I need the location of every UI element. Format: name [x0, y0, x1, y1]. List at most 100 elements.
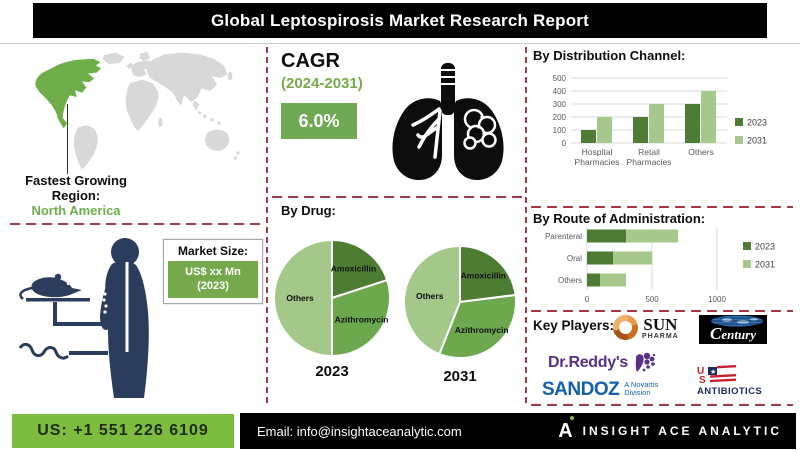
divider-right-3	[531, 404, 793, 406]
rat-body	[31, 277, 82, 298]
market-size-box: Market Size: US$ xx Mn (2023)	[163, 239, 263, 304]
logo-dr-reddys: Dr.Reddy's	[548, 351, 657, 375]
svg-text:S: S	[699, 375, 706, 385]
pie-slice-azithromycin-2031	[438, 293, 517, 359]
legend-label-2023: 2023	[747, 118, 767, 128]
dr-reddys-name: Dr.Reddy's	[548, 354, 628, 371]
bronchi	[411, 107, 442, 159]
x-category-label: Pharmacies	[627, 157, 672, 167]
report-title-bar: Global Leptospirosis Market Research Rep…	[33, 3, 767, 38]
sandoz-sub2: Division	[624, 388, 651, 398]
rat-ear	[54, 273, 62, 281]
brand-a-icon: A	[558, 416, 574, 441]
svg-text:★: ★	[710, 368, 716, 376]
y-category-label: Parenteral	[545, 232, 582, 241]
pie-chart-2023: Amoxicillin Azithromycin Others	[273, 239, 391, 357]
by-drug-title: By Drug:	[281, 203, 336, 218]
fastest-growing-region: Fastest Growing Region: North America	[6, 173, 146, 219]
phone-box: US: +1 551 226 6109	[12, 414, 234, 448]
email-address: Email: info@insightaceanalytic.com	[257, 423, 462, 439]
market-size-value-box: US$ xx Mn (2023)	[168, 261, 258, 298]
pie-slice-others-2031	[403, 245, 461, 356]
divider-left-col	[10, 223, 263, 225]
y-tick-label: 300	[553, 100, 567, 109]
us-antibiotics-flag-icon: U S ★	[697, 365, 736, 385]
brand-name: INSIGHT ACE ANALYTIC	[582, 424, 782, 438]
divider-mid-col	[272, 196, 522, 198]
legend-swatch-2031	[735, 136, 743, 144]
pie-label-others: Others	[416, 291, 444, 301]
x-tick-label: 500	[645, 295, 659, 304]
dr-reddys-heart-icon	[635, 352, 656, 372]
pie-label-amoxicillin: Amoxicillin	[331, 263, 376, 273]
header-divider	[0, 43, 800, 44]
legend-label-2023: 2023	[755, 242, 775, 252]
pie-label-amoxicillin: Amoxicillin	[461, 271, 506, 281]
footer-bar: Email: info@insightaceanalytic.com A INS…	[240, 413, 796, 449]
sun-pharma-name: SUN	[643, 314, 678, 334]
route-admin-chart: 0 500 1000 Parenteral Oral Others 2023 2031	[545, 228, 775, 304]
logo-century: Century	[699, 315, 767, 344]
logo-sun-pharma: SUN PHARMA	[612, 314, 679, 341]
y-tick-label: 100	[553, 126, 567, 135]
distribution-channel-chart: 0100200300400500HospitalPharmaciesRetail…	[553, 74, 767, 167]
market-size-value: US$ xx Mn	[185, 266, 241, 278]
cagr-label: CAGR	[281, 50, 340, 72]
divider-right-2	[531, 310, 793, 312]
sun-pharma-swirl-icon	[613, 315, 638, 340]
y-category-label: Oral	[567, 254, 582, 263]
pie-label-others: Others	[286, 293, 314, 303]
ledge	[26, 298, 90, 302]
infection-specks	[477, 115, 486, 136]
bar-2031-others	[600, 273, 626, 287]
legend-swatch-2023	[735, 118, 743, 126]
rat-tail	[19, 286, 33, 300]
x-category-label: Hospital	[582, 147, 613, 157]
person-arm	[100, 274, 116, 330]
pie-chart-2031: Amoxicillin Azithromycin Others	[403, 245, 517, 359]
x-tick-label: 0	[585, 295, 590, 304]
lungs-icon	[392, 63, 504, 181]
infection-dots	[66, 282, 108, 314]
distribution-channel-title: By Distribution Channel:	[533, 48, 686, 63]
bar-2023-others	[587, 273, 600, 287]
svg-text:U: U	[697, 366, 704, 377]
market-size-year: (2023)	[197, 280, 229, 293]
sandoz-sub1: A Novartis	[624, 379, 659, 389]
x-category-label: Others	[688, 147, 714, 157]
pie-slice-amoxicillin-2031	[459, 245, 517, 303]
cagr-value: 6.0%	[298, 110, 340, 131]
path-line-upper	[53, 302, 108, 326]
sun-pharma-sub: PHARMA	[642, 332, 679, 340]
legend-swatch-2023	[743, 242, 751, 250]
divider-right-1	[531, 206, 793, 208]
us-antibiotics-name: ANTIBIOTICS	[697, 386, 763, 397]
report-title: Global Leptospirosis Market Research Rep…	[211, 10, 589, 30]
x-category-label: Pharmacies	[575, 157, 620, 167]
pie-label-azithromycin: Azithromycin	[335, 314, 389, 324]
key-players-label: Key Players:	[533, 318, 615, 333]
phone-number: US: +1 551 226 6109	[37, 422, 209, 439]
bar-2031-retail-pharmacies	[649, 104, 664, 143]
y-category-label: Others	[558, 276, 582, 285]
world-map	[35, 51, 240, 170]
divider-mid-right	[525, 47, 527, 404]
map-callout-line	[67, 104, 68, 174]
bar-2031-hospital-pharmacies	[597, 117, 612, 143]
y-tick-label: 400	[553, 87, 567, 96]
bar-2023-others	[685, 104, 700, 143]
x-category-label: Retail	[638, 147, 660, 157]
pie-label-azithromycin: Azithromycin	[455, 325, 509, 335]
logo-us-antibiotics: U S ★ ANTIBIOTICS	[697, 365, 762, 397]
left-lung	[392, 98, 442, 181]
legend-label-2031: 2031	[755, 260, 775, 270]
legend-swatch-2031	[743, 260, 751, 268]
fgr-line1: Fastest Growing	[25, 173, 127, 188]
transmission-illustration	[18, 238, 149, 398]
pie-year-2031: 2031	[443, 368, 477, 385]
bar-2031-oral	[613, 251, 652, 265]
cagr-value-box: 6.0%	[281, 103, 357, 139]
bar-2023-oral	[587, 251, 613, 265]
bar-2031-parenteral	[626, 229, 678, 243]
